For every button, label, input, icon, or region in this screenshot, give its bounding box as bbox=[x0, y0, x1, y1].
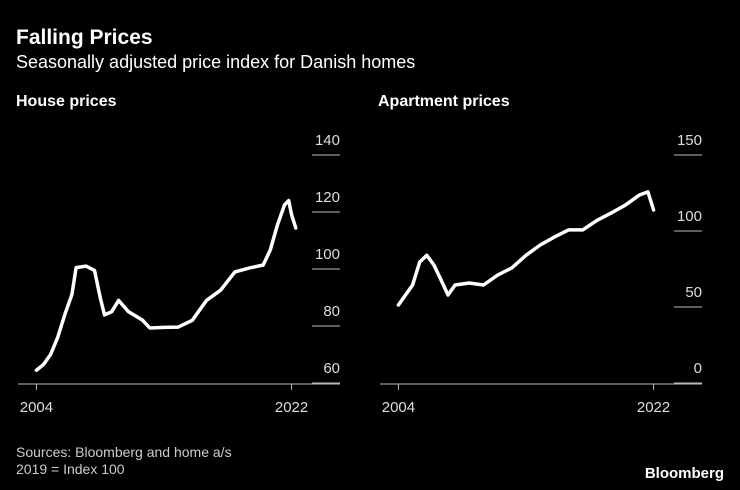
x-tick-label: 2022 bbox=[637, 399, 670, 416]
line bbox=[34, 198, 298, 372]
y-tick-label: 120 bbox=[315, 189, 340, 206]
logo: Bloomberg bbox=[645, 465, 724, 482]
chart-title: Falling Prices bbox=[16, 26, 153, 49]
source: Sources: Bloomberg and home a/s bbox=[16, 444, 232, 460]
line bbox=[396, 190, 656, 307]
y-tick-label: 50 bbox=[685, 284, 702, 301]
x-tick-label: 2022 bbox=[275, 399, 308, 416]
y-tick-label: 150 bbox=[677, 132, 702, 149]
y-tick-label: 80 bbox=[323, 303, 340, 320]
panel-title: Apartment prices bbox=[378, 93, 510, 110]
panel-title: House prices bbox=[16, 93, 117, 110]
note: 2019 = Index 100 bbox=[16, 461, 125, 477]
y-tick-label: 60 bbox=[323, 360, 340, 377]
y-tick-label: 100 bbox=[315, 246, 340, 263]
y-tick-label: 100 bbox=[677, 208, 702, 225]
x-tick-label: 2004 bbox=[20, 399, 53, 416]
y-tick-label: 0 bbox=[694, 360, 702, 377]
x-tick-label: 2004 bbox=[382, 399, 415, 416]
y-tick-label: 140 bbox=[315, 132, 340, 149]
chart-subtitle: Seasonally adjusted price index for Dani… bbox=[16, 52, 415, 72]
